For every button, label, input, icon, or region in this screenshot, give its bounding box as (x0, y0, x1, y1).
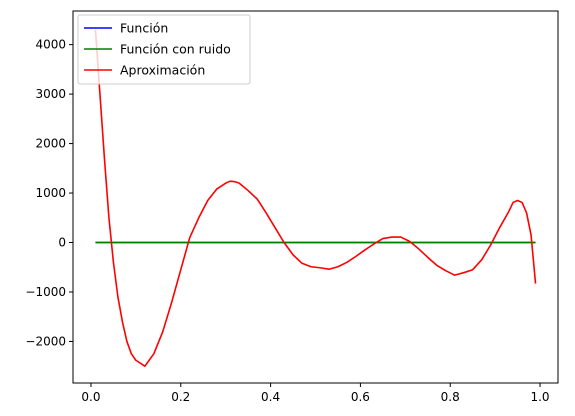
legend-label: Aproximación (120, 63, 205, 78)
y-axis: −2000 −1000 0 1000 2000 3000 4000 (25, 38, 73, 348)
legend-label: Función (120, 21, 168, 36)
x-tick-label: 1.0 (530, 390, 549, 404)
x-tick-label: 0.6 (351, 390, 370, 404)
legend-box (77, 14, 251, 85)
series-layer (94, 29, 537, 367)
y-tick-label: −1000 (25, 285, 66, 299)
legend: Función Función con ruido Aproximación (77, 14, 251, 85)
axes-frame (72, 10, 559, 384)
x-tick-label: 0.0 (81, 390, 100, 404)
y-tick-label: 3000 (35, 87, 66, 101)
y-tick-label: −2000 (25, 334, 66, 348)
y-tick-label: 2000 (35, 137, 66, 151)
x-tick-label: 0.2 (171, 390, 190, 404)
x-tick-label: 0.8 (441, 390, 460, 404)
y-tick-label: 4000 (35, 38, 66, 52)
x-axis: 0.0 0.2 0.4 0.6 0.8 1.0 (81, 383, 550, 404)
y-tick-label: 0 (58, 236, 66, 250)
y-tick-label: 1000 (35, 186, 66, 200)
legend-label: Función con ruido (120, 42, 231, 57)
series-line-2 (94, 29, 537, 367)
x-tick-label: 0.4 (261, 390, 280, 404)
